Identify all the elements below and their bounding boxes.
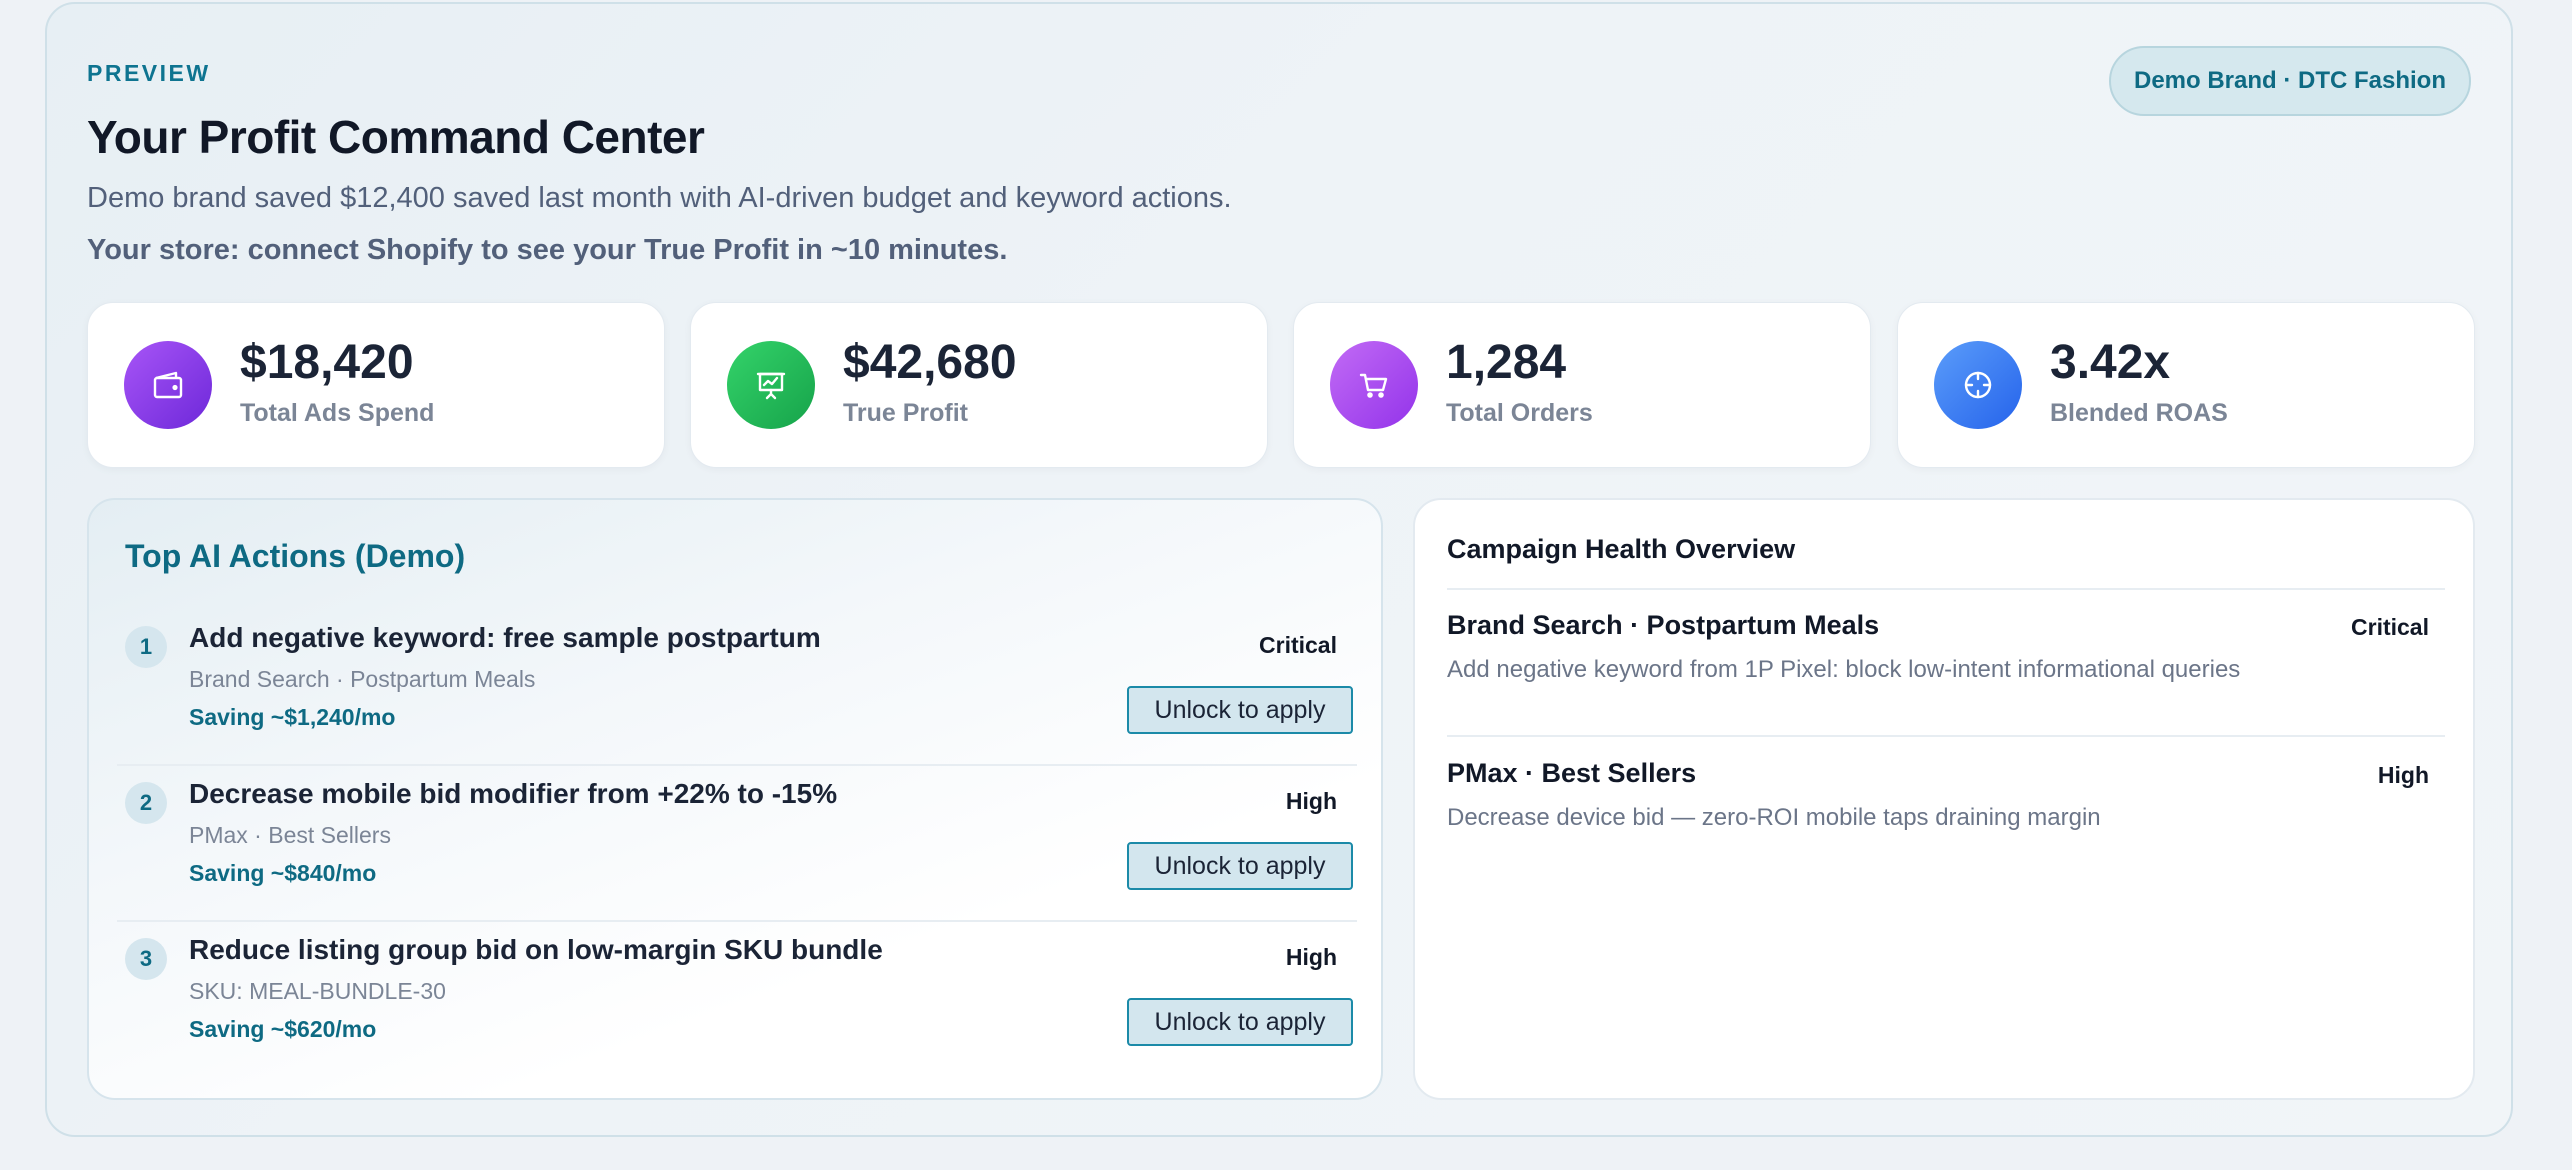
stat-card-total-ads-spend: $18,420 Total Ads Spend xyxy=(87,302,665,468)
action-saving: Saving ~$620/mo xyxy=(189,1016,377,1042)
action-context: SKU: MEAL-BUNDLE-30 xyxy=(189,978,446,1004)
actions-title: Top AI Actions (Demo) xyxy=(125,538,466,574)
action-title: Add negative keyword: free sample postpa… xyxy=(189,622,821,653)
divider xyxy=(1447,735,2445,737)
action-item: 1 Add negative keyword: free sample post… xyxy=(117,610,1357,766)
preview-label: PREVIEW xyxy=(87,60,211,86)
campaign-health-item: Brand Search · Postpartum Meals Add nega… xyxy=(1447,610,2445,687)
unlock-to-apply-button[interactable]: Unlock to apply xyxy=(1127,686,1353,734)
campaign-health-item: PMax · Best Sellers Decrease device bid … xyxy=(1447,758,2445,835)
stat-label: Total Orders xyxy=(1446,399,1593,427)
severity-badge: Critical xyxy=(1259,632,1337,658)
divider xyxy=(1447,588,2445,590)
action-context: Brand Search · Postpartum Meals xyxy=(189,666,536,692)
stat-label: Blended ROAS xyxy=(2050,399,2228,427)
action-item: 2 Decrease mobile bid modifier from +22%… xyxy=(117,766,1357,922)
unlock-to-apply-button[interactable]: Unlock to apply xyxy=(1127,842,1353,890)
connect-shopify-note: Your store: connect Shopify to see your … xyxy=(87,234,1008,266)
wallet-icon xyxy=(124,341,212,429)
action-context: PMax · Best Sellers xyxy=(189,822,391,848)
presentation-chart-icon xyxy=(727,341,815,429)
cart-icon xyxy=(1330,341,1418,429)
brand-badge: Demo Brand · DTC Fashion xyxy=(2109,46,2471,116)
stat-label: True Profit xyxy=(843,399,969,427)
stat-label: Total Ads Spend xyxy=(240,399,435,427)
action-saving: Saving ~$840/mo xyxy=(189,860,377,886)
action-saving: Saving ~$1,240/mo xyxy=(189,704,396,730)
crosshair-icon xyxy=(1934,341,2022,429)
severity-badge: High xyxy=(1285,944,1337,970)
action-title: Decrease mobile bid modifier from +22% t… xyxy=(189,778,838,809)
unlock-to-apply-button[interactable]: Unlock to apply xyxy=(1127,998,1353,1046)
campaign-name: Brand Search · Postpartum Meals xyxy=(1447,610,1880,640)
campaign-health-title: Campaign Health Overview xyxy=(1447,534,1796,564)
action-number: 1 xyxy=(125,626,167,668)
severity-badge: High xyxy=(2377,762,2429,788)
top-ai-actions-card: Top AI Actions (Demo) 1 Add negative key… xyxy=(87,498,1383,1100)
campaign-recommendation: Decrease device bid — zero-ROI mobile ta… xyxy=(1447,804,2101,831)
stat-card-true-profit: $42,680 True Profit xyxy=(690,302,1268,468)
action-number: 3 xyxy=(125,938,167,980)
stat-card-blended-roas: 3.42x Blended ROAS xyxy=(1897,302,2475,468)
campaign-health-card: Campaign Health Overview Brand Search · … xyxy=(1413,498,2475,1100)
stat-value: $42,680 xyxy=(843,336,1017,389)
campaign-recommendation: Add negative keyword from 1P Pixel: bloc… xyxy=(1447,656,2241,683)
severity-badge: Critical xyxy=(2351,614,2429,640)
stat-card-total-orders: 1,284 Total Orders xyxy=(1293,302,1871,468)
action-title: Reduce listing group bid on low-margin S… xyxy=(189,934,883,965)
demo-savings-subtitle: Demo brand saved $12,400 saved last mont… xyxy=(87,182,1232,214)
action-number: 2 xyxy=(125,782,167,824)
page-title: Your Profit Command Center xyxy=(87,111,705,163)
stats-row: $18,420 Total Ads Spend $42,680 True Pro… xyxy=(87,302,2475,468)
stat-value: $18,420 xyxy=(240,336,414,389)
stat-value: 1,284 xyxy=(1446,336,1567,389)
profit-command-center-panel: PREVIEW Your Profit Command Center Demo … xyxy=(45,2,2513,1137)
stat-value: 3.42x xyxy=(2050,336,2171,389)
action-item: 3 Reduce listing group bid on low-margin… xyxy=(117,922,1357,1078)
severity-badge: High xyxy=(1285,788,1337,814)
campaign-name: PMax · Best Sellers xyxy=(1447,758,1697,788)
